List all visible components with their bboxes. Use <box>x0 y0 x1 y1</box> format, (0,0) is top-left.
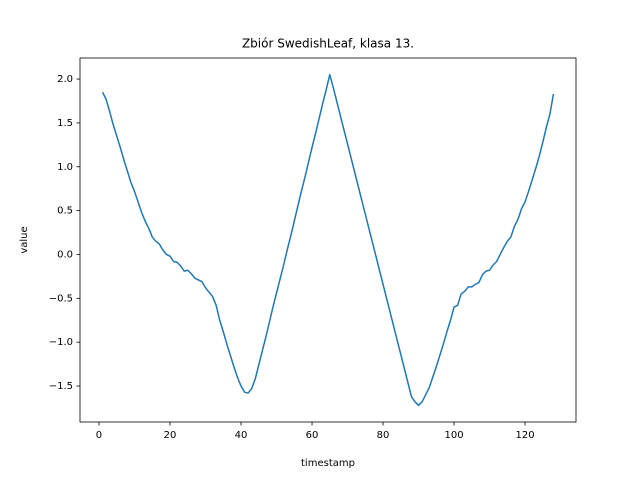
chart-title: Zbiór SwedishLeaf, klasa 13. <box>242 37 414 51</box>
y-tick-label: −0.5 <box>49 293 73 304</box>
y-tick-label: −1.0 <box>49 337 73 348</box>
y-tick-label: 1.5 <box>57 118 73 129</box>
data-line <box>101 73 555 407</box>
plot-frame <box>79 57 577 423</box>
x-tick-label: 120 <box>516 430 535 441</box>
x-tick-label: 60 <box>306 430 319 441</box>
x-tick-label: 0 <box>96 430 102 441</box>
y-tick-label: 1.0 <box>57 162 73 173</box>
x-tick-label: 80 <box>377 430 390 441</box>
y-tick-label: 0.0 <box>57 249 73 260</box>
x-tick-label: 100 <box>444 430 463 441</box>
y-tick-label: −1.5 <box>49 381 73 392</box>
y-axis-label: value <box>19 226 30 253</box>
x-tick-label: 20 <box>164 430 177 441</box>
x-axis-label: timestamp <box>301 458 355 469</box>
y-tick-label: 0.5 <box>57 206 73 217</box>
x-tick-label: 40 <box>235 430 248 441</box>
y-tick-label: 2.0 <box>57 74 73 85</box>
